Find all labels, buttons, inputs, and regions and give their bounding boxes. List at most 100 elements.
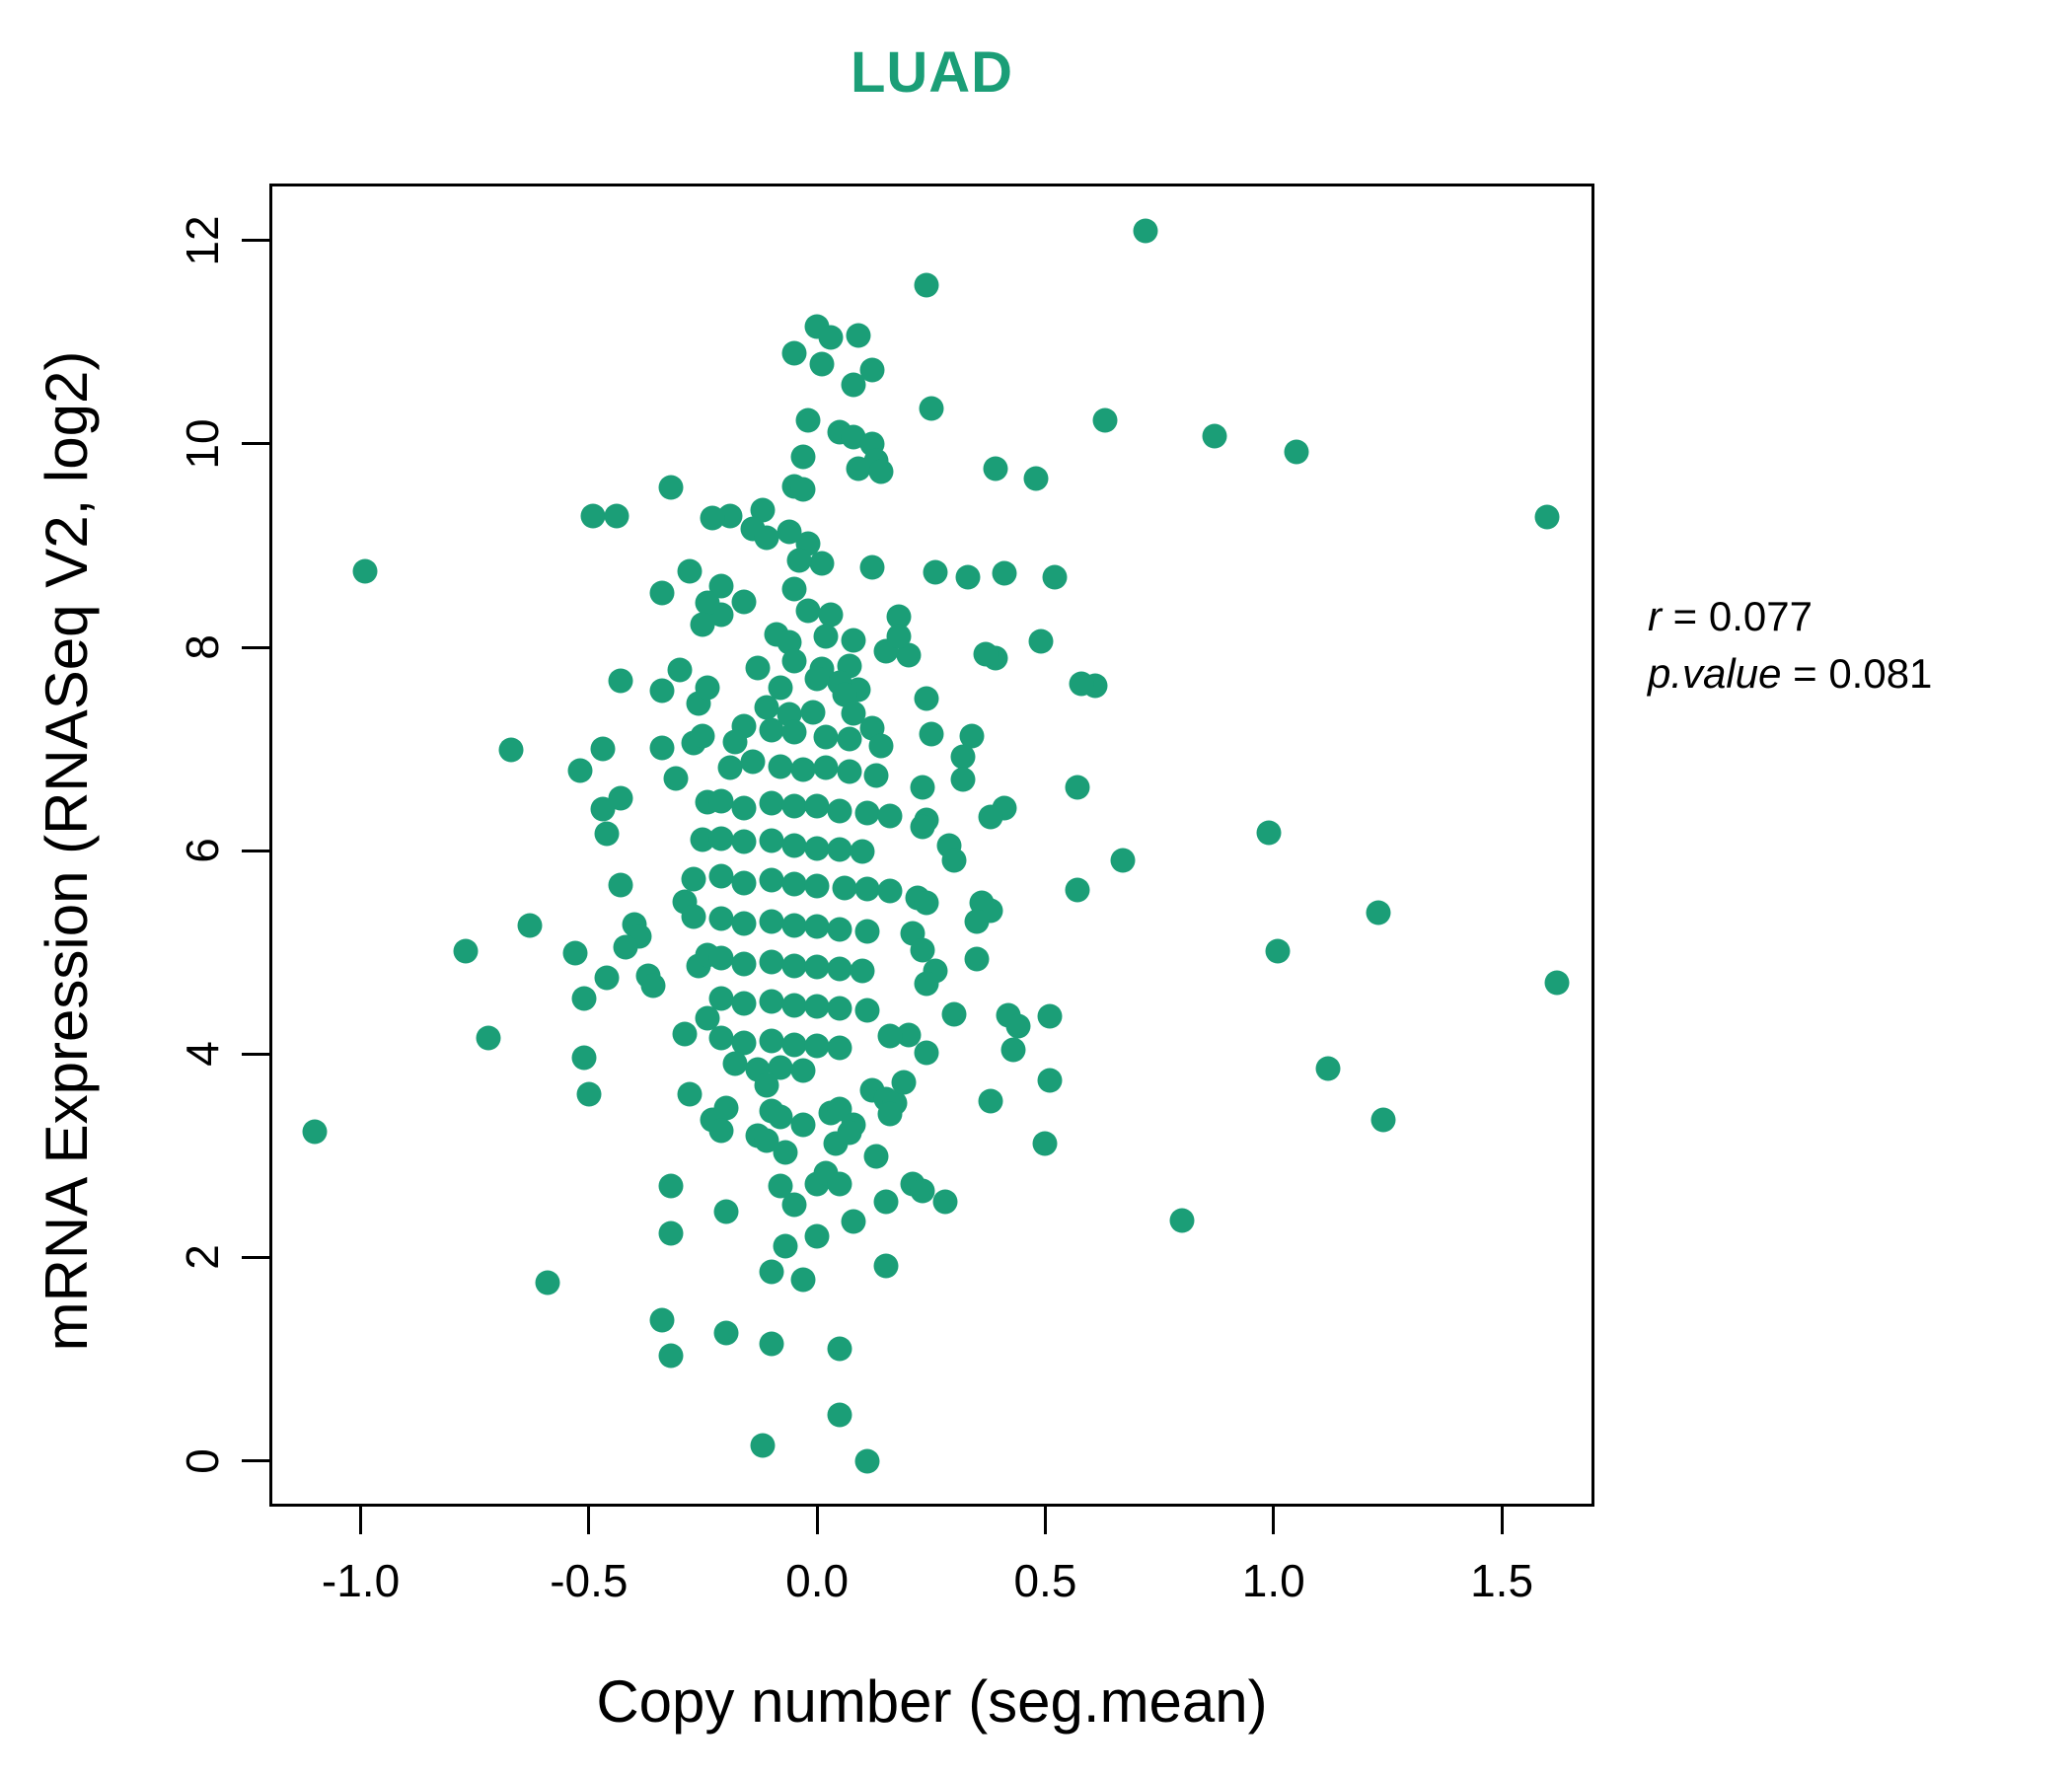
data-point	[877, 1023, 903, 1049]
data-point	[827, 837, 852, 862]
data-point	[708, 1118, 734, 1144]
data-point	[781, 1192, 807, 1218]
data-point	[731, 829, 757, 854]
data-point	[731, 795, 757, 821]
y-axis-tick	[242, 1052, 269, 1056]
data-point	[476, 1025, 501, 1051]
data-point	[571, 986, 597, 1011]
y-axis-tick-label: 0	[177, 1447, 228, 1474]
y-axis-tick-label: 8	[177, 634, 228, 660]
data-point	[886, 624, 912, 649]
data-point	[832, 875, 857, 901]
data-point	[919, 721, 944, 747]
data-point	[1169, 1208, 1195, 1233]
data-point	[804, 793, 830, 819]
plot-area	[269, 184, 1594, 1507]
correlation-annotation: r = 0.077 p.value = 0.081	[1648, 588, 1932, 703]
data-point	[759, 1259, 784, 1285]
data-point	[731, 589, 757, 615]
data-point	[745, 655, 771, 681]
data-point	[1092, 407, 1118, 433]
data-point	[608, 872, 633, 898]
data-point	[841, 628, 866, 653]
y-axis-tick-label: 2	[177, 1244, 228, 1271]
data-point	[759, 949, 784, 975]
r-equals: =	[1662, 593, 1709, 639]
data-point	[859, 555, 885, 580]
data-point	[781, 576, 807, 602]
y-axis-title: mRNA Expression (RNASeq V2, log2)	[34, 350, 100, 1352]
data-point	[731, 911, 757, 936]
data-point	[804, 1033, 830, 1059]
data-point	[708, 1025, 734, 1051]
y-axis-tick-label: 4	[177, 1041, 228, 1068]
data-point	[1028, 629, 1054, 654]
data-point	[837, 726, 862, 752]
data-point	[498, 737, 524, 763]
data-point	[846, 456, 871, 481]
data-point	[978, 804, 1003, 830]
data-point	[910, 814, 935, 840]
y-axis-tick	[242, 1255, 269, 1259]
data-point	[854, 876, 880, 902]
data-point	[781, 993, 807, 1018]
data-point	[658, 1343, 684, 1369]
data-point	[594, 821, 620, 847]
data-point	[750, 1433, 776, 1458]
data-point	[877, 878, 903, 904]
data-point	[640, 973, 666, 999]
data-point	[708, 986, 734, 1011]
data-point	[713, 1320, 739, 1346]
data-point	[571, 1045, 597, 1071]
data-point	[576, 1081, 602, 1107]
data-point	[580, 503, 606, 529]
data-point	[873, 1253, 899, 1279]
data-point	[809, 351, 835, 377]
x-axis-tick	[1043, 1507, 1047, 1534]
data-point	[804, 914, 830, 939]
data-point	[759, 989, 784, 1014]
data-point	[759, 828, 784, 853]
data-point	[713, 1095, 739, 1121]
data-point	[827, 1402, 852, 1428]
data-point	[681, 866, 706, 892]
data-point	[1284, 439, 1309, 465]
data-point	[854, 919, 880, 944]
data-point	[992, 560, 1017, 586]
data-point	[950, 744, 976, 770]
data-point	[827, 956, 852, 982]
data-point	[731, 870, 757, 896]
x-axis-tick-label: -0.5	[550, 1555, 629, 1606]
data-point	[1256, 820, 1282, 846]
data-point	[877, 803, 903, 829]
data-point	[722, 729, 748, 755]
y-axis-tick-label: 6	[177, 838, 228, 863]
data-point	[649, 678, 675, 703]
data-point	[700, 505, 725, 531]
data-point	[955, 564, 981, 590]
data-point	[453, 938, 479, 964]
x-axis-tick	[815, 1507, 819, 1534]
data-point	[941, 1001, 967, 1027]
data-point	[1065, 877, 1090, 903]
r-value: 0.077	[1708, 593, 1813, 639]
data-point	[983, 456, 1008, 481]
data-point	[1069, 671, 1094, 697]
x-axis-tick	[587, 1507, 591, 1534]
data-point	[804, 873, 830, 899]
p-label: p.value	[1648, 649, 1782, 697]
data-point	[663, 766, 689, 791]
data-point	[740, 749, 766, 775]
data-point	[914, 890, 939, 916]
data-point	[854, 998, 880, 1023]
data-point	[759, 909, 784, 934]
data-point	[708, 826, 734, 851]
data-point	[868, 733, 894, 759]
data-point	[604, 503, 629, 529]
data-point	[754, 525, 779, 551]
data-point	[959, 723, 985, 749]
data-point	[795, 407, 821, 433]
data-point	[768, 1104, 793, 1130]
data-point	[567, 758, 593, 783]
